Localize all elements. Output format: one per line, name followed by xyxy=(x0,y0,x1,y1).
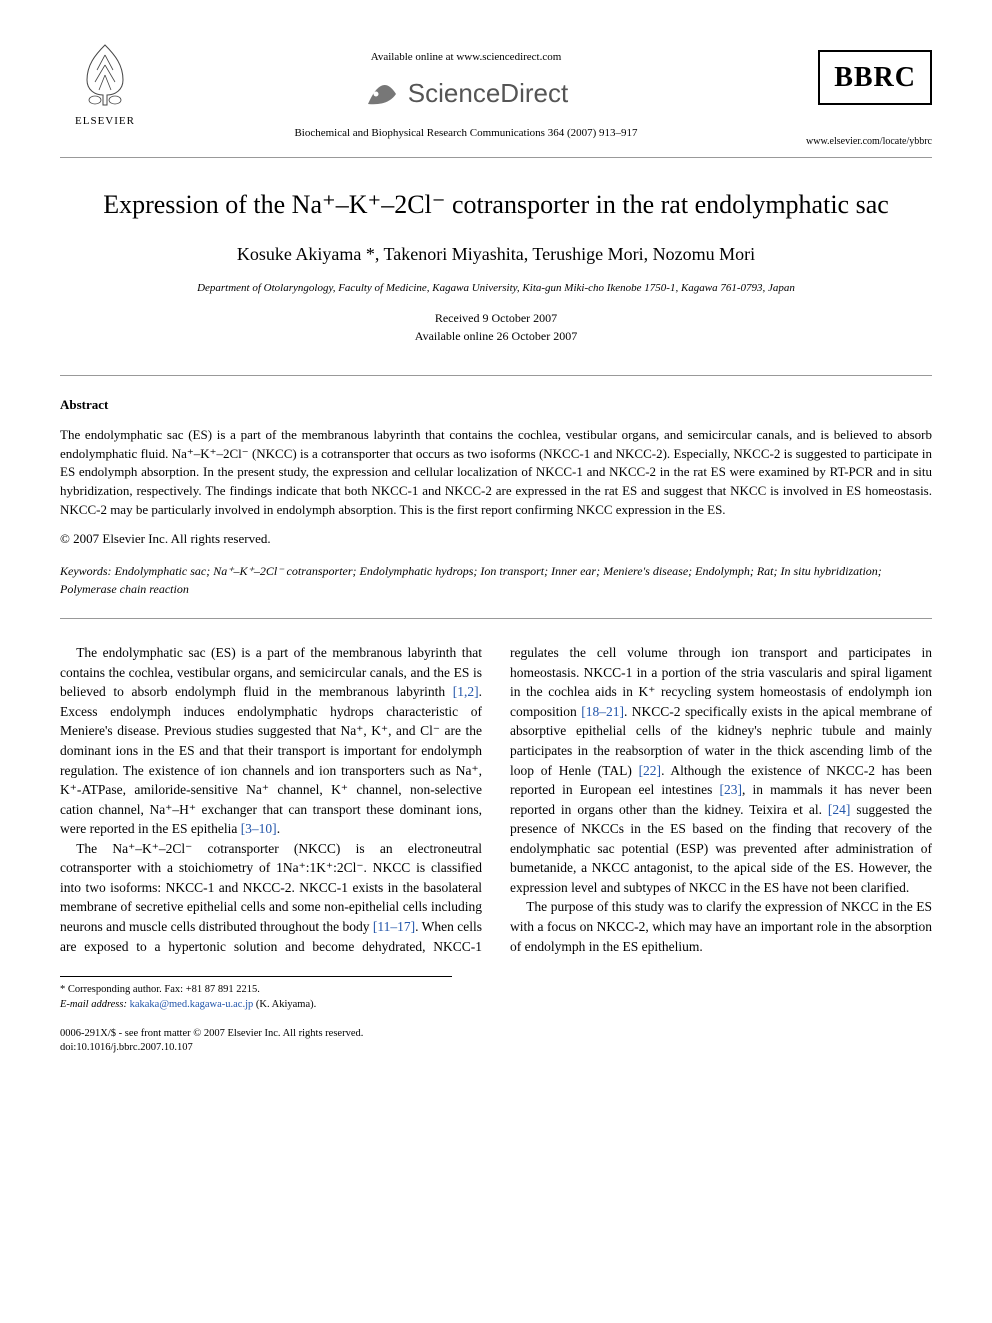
elsevier-label: ELSEVIER xyxy=(75,114,135,129)
locate-url: www.elsevier.com/locate/ybbrc xyxy=(806,135,932,149)
keywords-block: Keywords: Endolymphatic sac; Na⁺–K⁺–2Cl⁻… xyxy=(60,562,932,619)
body-paragraph-3: The purpose of this study was to clarify… xyxy=(510,897,932,956)
corresponding-line: * Corresponding author. Fax: +81 87 891 … xyxy=(60,983,452,998)
keywords-label: Keywords: xyxy=(60,564,112,578)
sciencedirect-logo: ScienceDirect xyxy=(364,75,568,111)
email-label: E-mail address: xyxy=(60,999,127,1010)
citation-link[interactable]: [22] xyxy=(639,763,662,778)
abstract-copyright: © 2007 Elsevier Inc. All rights reserved… xyxy=(60,530,932,548)
header-center: Available online at www.sciencedirect.co… xyxy=(150,40,782,141)
received-date: Received 9 October 2007 xyxy=(60,309,932,327)
journal-citation: Biochemical and Biophysical Research Com… xyxy=(294,126,637,141)
elsevier-tree-icon xyxy=(75,40,135,110)
citation-link[interactable]: [24] xyxy=(828,802,851,817)
abstract-text: The endolymphatic sac (ES) is a part of … xyxy=(60,426,932,520)
title-block: Expression of the Na⁺–K⁺–2Cl⁻ cotranspor… xyxy=(60,188,932,344)
journal-header: ELSEVIER Available online at www.science… xyxy=(60,40,932,158)
publication-dates: Received 9 October 2007 Available online… xyxy=(60,309,932,345)
abstract-heading: Abstract xyxy=(60,396,932,414)
citation-link[interactable]: [23] xyxy=(720,782,743,797)
keywords-list: Endolymphatic sac; Na⁺–K⁺–2Cl⁻ cotranspo… xyxy=(60,564,882,596)
front-matter-footer: 0006-291X/$ - see front matter © 2007 El… xyxy=(60,1027,932,1056)
bbrc-logo: BBRC xyxy=(818,50,932,105)
publisher-block: ELSEVIER xyxy=(60,40,150,129)
corresponding-author-footnote: * Corresponding author. Fax: +81 87 891 … xyxy=(60,976,452,1012)
email-who: (K. Akiyama). xyxy=(256,999,316,1010)
citation-link[interactable]: [18–21] xyxy=(581,704,624,719)
online-date: Available online 26 October 2007 xyxy=(60,327,932,345)
citation-link[interactable]: [11–17] xyxy=(373,919,415,934)
paper-title: Expression of the Na⁺–K⁺–2Cl⁻ cotranspor… xyxy=(60,188,932,222)
affiliation: Department of Otolaryngology, Faculty of… xyxy=(60,281,932,296)
abstract-section: Abstract The endolymphatic sac (ES) is a… xyxy=(60,375,932,620)
body-text: The endolymphatic sac (ES) is a part of … xyxy=(60,643,932,956)
author-list: Kosuke Akiyama *, Takenori Miyashita, Te… xyxy=(60,242,932,267)
sciencedirect-swoosh-icon xyxy=(364,76,400,112)
available-online-text: Available online at www.sciencedirect.co… xyxy=(371,50,562,65)
header-right: BBRC www.elsevier.com/locate/ybbrc xyxy=(782,40,932,149)
citation-link[interactable]: [3–10] xyxy=(241,821,277,836)
front-matter-text: 0006-291X/$ - see front matter © 2007 El… xyxy=(60,1027,932,1042)
email-link[interactable]: kakaka@med.kagawa-u.ac.jp xyxy=(130,999,254,1010)
email-line: E-mail address: kakaka@med.kagawa-u.ac.j… xyxy=(60,998,452,1013)
citation-link[interactable]: [1,2] xyxy=(453,684,479,699)
body-paragraph-1: The endolymphatic sac (ES) is a part of … xyxy=(60,643,482,839)
sciencedirect-text: ScienceDirect xyxy=(408,75,568,111)
doi-text: doi:10.1016/j.bbrc.2007.10.107 xyxy=(60,1041,932,1056)
